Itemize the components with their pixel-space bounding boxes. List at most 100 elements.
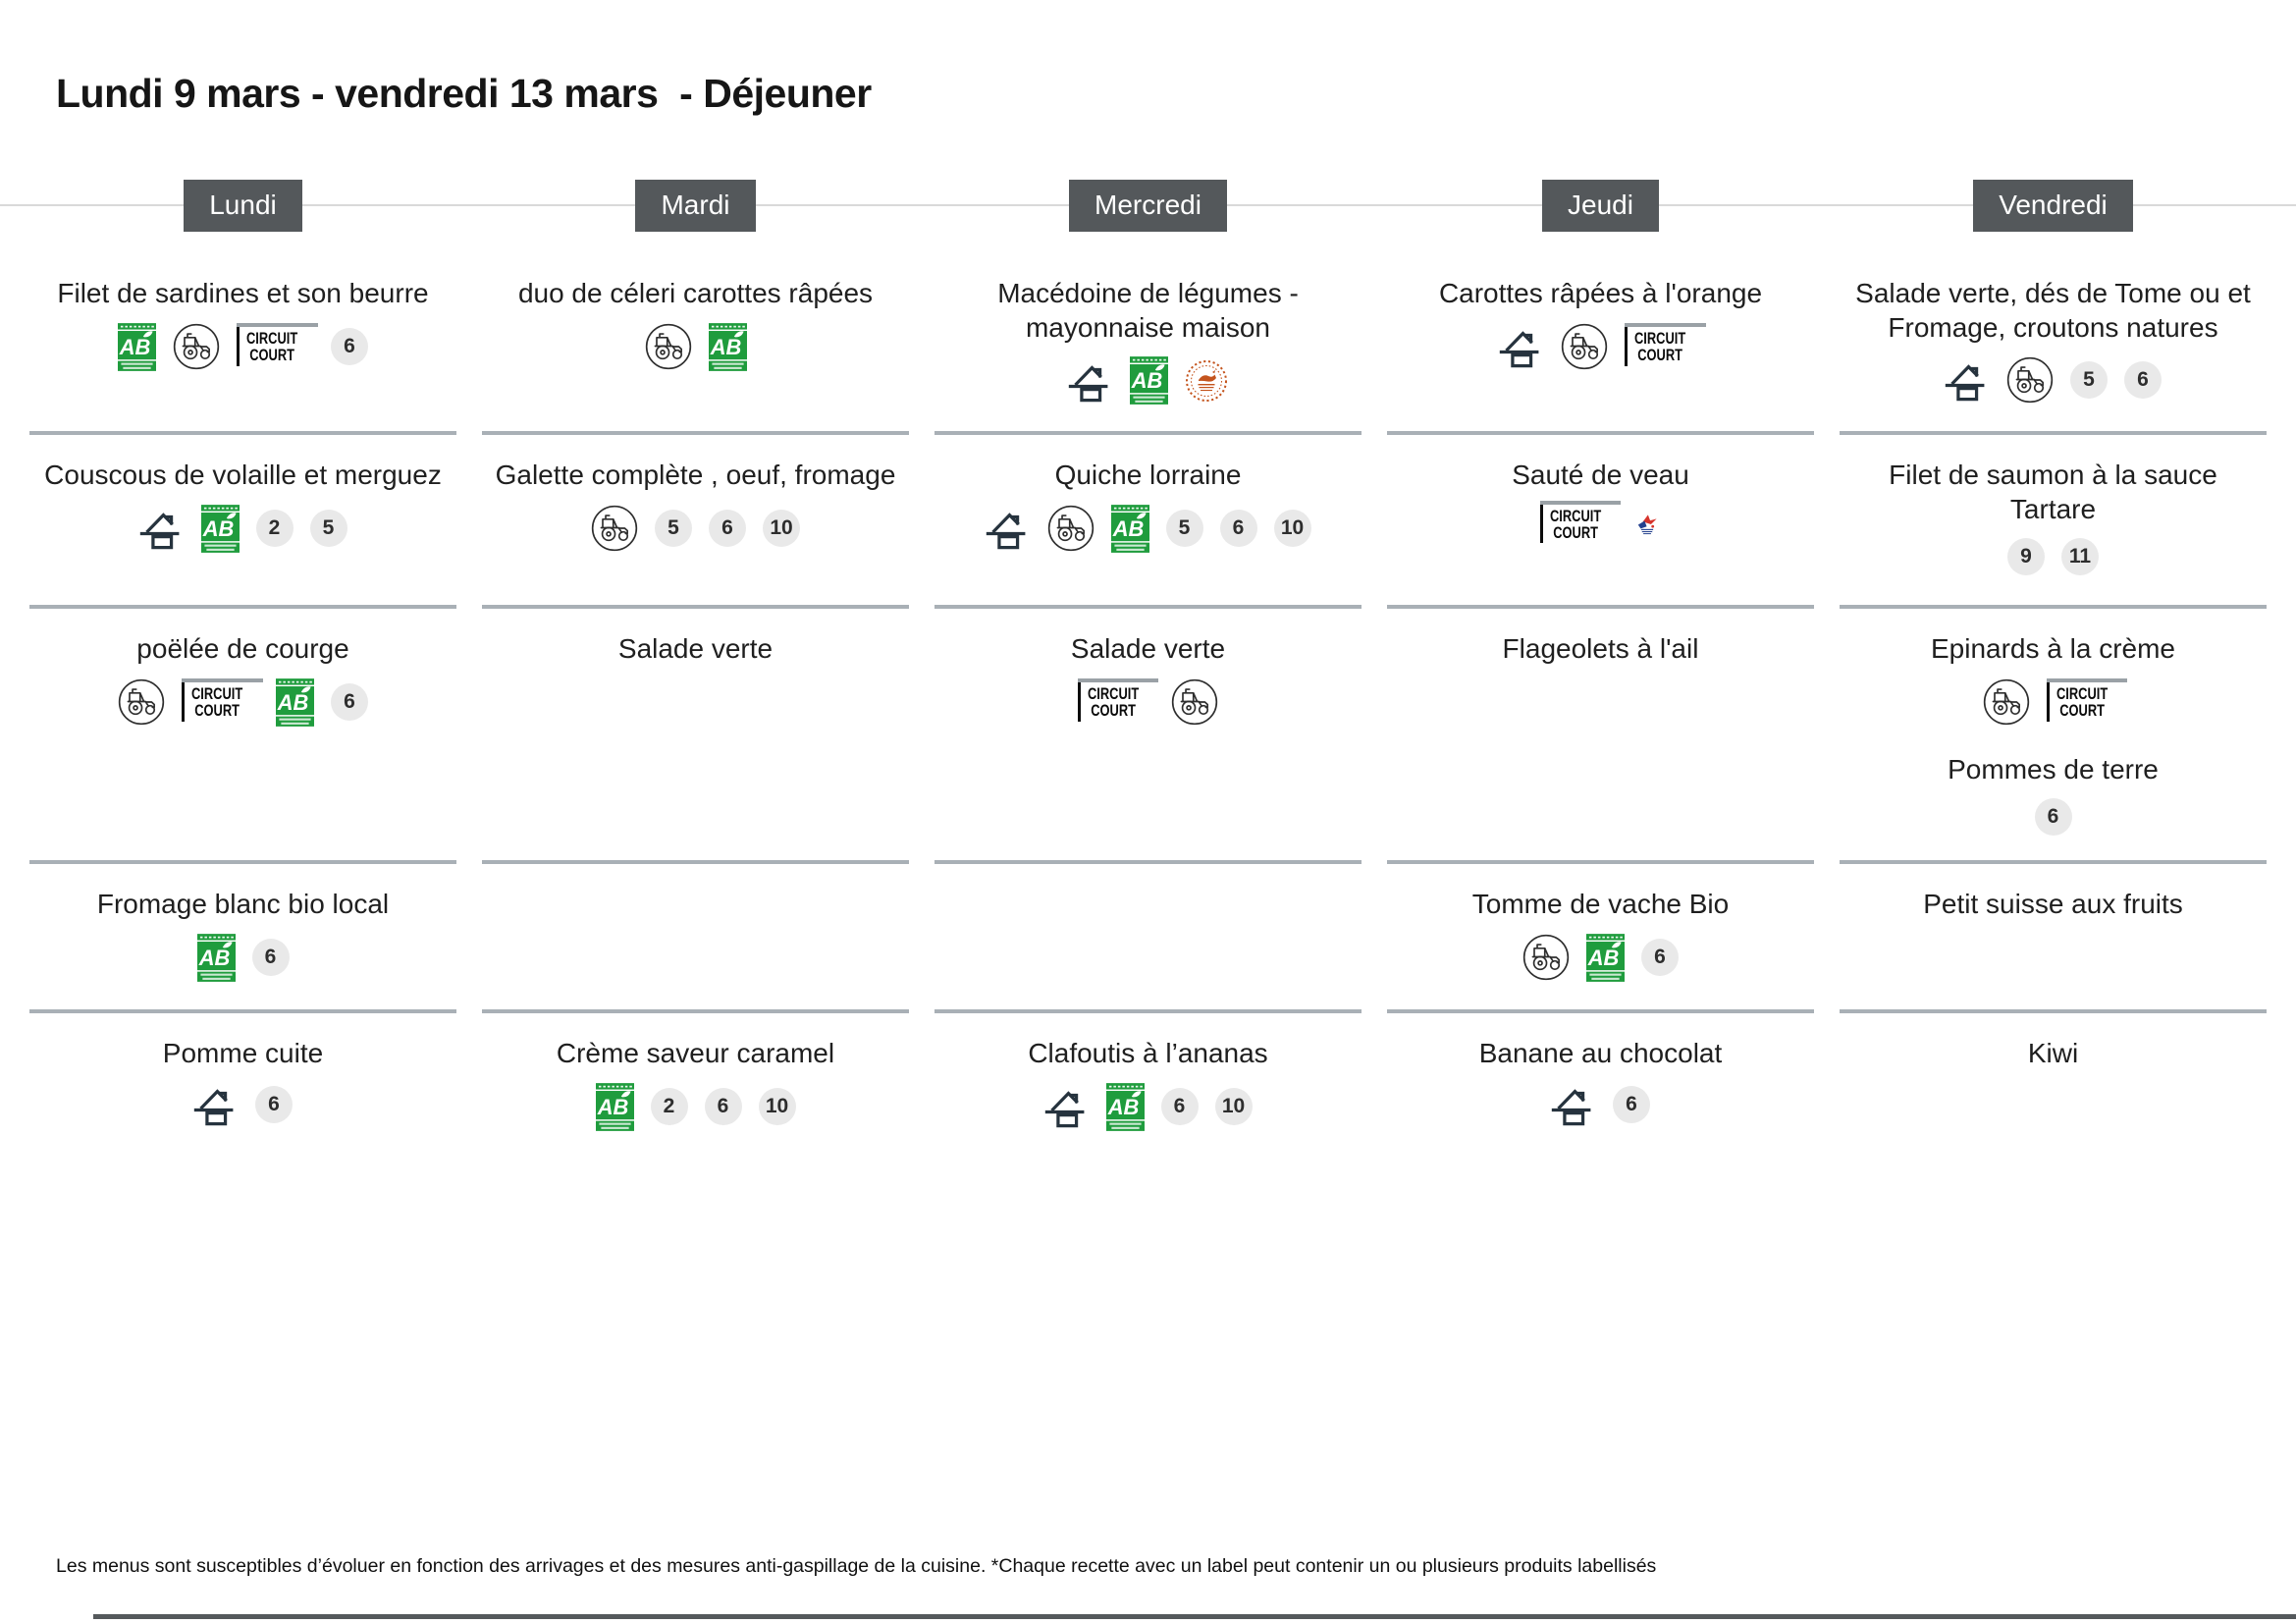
dish-name: poëlée de courge xyxy=(136,633,349,664)
dish-name: Couscous de volaille et merguez xyxy=(44,460,442,490)
label-icon-row: 6 xyxy=(1391,1083,1810,1126)
allergen-badge: 6 xyxy=(2034,798,2072,837)
allergen-badge: 2 xyxy=(255,510,294,548)
svg-text:AB: AB xyxy=(197,946,230,970)
fait-maison-icon xyxy=(139,507,185,550)
svg-text:AB: AB xyxy=(1587,946,1620,970)
dish-name: Clafoutis à l’ananas xyxy=(1028,1038,1268,1068)
allergen-badge: 5 xyxy=(309,510,347,548)
fait-maison-icon xyxy=(1551,1083,1596,1126)
allergen-badge: 6 xyxy=(1219,510,1257,548)
svg-text:AB: AB xyxy=(1131,368,1163,393)
agriculture-biologique-label-icon: AB xyxy=(708,322,747,371)
dish-name: Quiche lorraine xyxy=(1054,460,1242,490)
menu-item: Filet de sardines et son beurre AB CIRCU… xyxy=(33,277,453,371)
allergen-badge: 11 xyxy=(2061,538,2099,576)
menu-item: Kiwi xyxy=(1843,1037,2263,1071)
dish-name: Kiwi xyxy=(2027,1038,2079,1068)
circuit-court-icon: CIRCUIT COURT xyxy=(182,678,263,723)
label-icon-row: CIRCUIT COURT xyxy=(1391,500,1810,544)
agriculture-biologique-label-icon: AB xyxy=(595,1082,634,1131)
label-icon-row: CIRCUIT COURT xyxy=(1391,322,1810,370)
day-header-jeudi: Jeudi xyxy=(1542,179,1659,232)
allergen-badge: 10 xyxy=(758,1088,796,1126)
producteur-local-icon xyxy=(1983,678,2030,726)
menu-column-mardi: duo de céleri carottes râpées AB Galette… xyxy=(482,232,909,1180)
label-icon-row: AB xyxy=(938,356,1358,406)
agriculture-biologique-label-icon: AB xyxy=(118,322,157,371)
course-cell-mercredi-3: Salade verte CIRCUIT COURT xyxy=(934,609,1362,864)
dish-name: Galette complète , oeuf, fromage xyxy=(495,460,896,490)
svg-text:AB: AB xyxy=(119,335,151,359)
label-icon-row: 9 11 xyxy=(1843,538,2263,576)
menu-item: Epinards à la crème CIRCUIT COURT xyxy=(1843,632,2263,726)
allergen-badge: 6 xyxy=(709,509,746,547)
fait-maison-icon xyxy=(1068,359,1113,403)
course-cell-lundi-4: Fromage blanc bio local AB 6 xyxy=(29,864,456,1013)
days-row: Lundi Mardi Mercredi Jeudi Vendredi xyxy=(0,179,2296,232)
menu-item: Galette complète , oeuf, fromage 5 6 10 xyxy=(486,459,905,552)
menu-item: Banane au chocolat 6 xyxy=(1391,1037,1810,1126)
dish-name: Epinards à la crème xyxy=(1930,633,2175,664)
allergen-badge: 10 xyxy=(1273,510,1311,548)
label-icon-row: AB CIRCUIT COURT 6 xyxy=(33,322,453,371)
fait-maison-icon xyxy=(1945,358,1990,402)
course-cell-jeudi-4: Tomme de vache Bio AB 6 xyxy=(1387,864,1814,1013)
dish-name: Petit suisse aux fruits xyxy=(1923,889,2183,919)
day-header-lundi: Lundi xyxy=(184,179,302,232)
agriculture-biologique-label-icon: AB xyxy=(275,677,314,727)
fait-maison-icon xyxy=(1044,1085,1090,1128)
producteur-local-icon xyxy=(1522,934,1570,981)
allergen-badge: 6 xyxy=(704,1088,742,1126)
course-cell-jeudi-1: Carottes râpées à l'orange CIRCUIT COURT xyxy=(1387,232,1814,435)
producteur-local-icon xyxy=(173,323,220,370)
dish-name: Tomme de vache Bio xyxy=(1471,889,1730,919)
agriculture-biologique-label-icon: AB xyxy=(1586,933,1625,982)
label-icon-row: AB 5 6 10 xyxy=(938,504,1358,553)
circuit-court-icon: CIRCUIT COURT xyxy=(2046,677,2128,722)
dish-name: duo de céleri carottes râpées xyxy=(517,278,874,308)
dish-name: Macédoine de légumes - mayonnaise maison xyxy=(997,278,1299,343)
dish-name: Salade verte, dés de Tome ou et Fromage,… xyxy=(1855,278,2251,343)
allergen-badge: 10 xyxy=(763,509,800,547)
producteur-local-icon xyxy=(1047,505,1095,552)
menu-item: Filet de saumon à la sauce Tartare 9 11 xyxy=(1843,459,2263,576)
day-header-mercredi: Mercredi xyxy=(1069,179,1227,232)
allergen-badge: 5 xyxy=(655,509,692,547)
day-header-mardi: Mardi xyxy=(635,179,756,232)
agriculture-biologique-label-icon: AB xyxy=(196,933,236,982)
agriculture-biologique-label-icon: AB xyxy=(1110,504,1149,553)
fait-maison-icon xyxy=(193,1083,239,1126)
page-title: Lundi 9 mars - vendredi 13 mars - Déjeun… xyxy=(56,71,872,116)
allergen-badge: 2 xyxy=(650,1088,688,1126)
menu-item: Salade verte, dés de Tome ou et Fromage,… xyxy=(1843,277,2263,404)
menu-item: Salade verte CIRCUIT COURT xyxy=(938,632,1358,726)
course-cell-mardi-1: duo de céleri carottes râpées AB xyxy=(482,232,909,435)
allergen-badge: 5 xyxy=(1165,510,1203,548)
menu-item: Salade verte xyxy=(486,632,905,667)
dish-name: Pomme cuite xyxy=(162,1038,324,1068)
allergen-badge: 6 xyxy=(330,328,368,366)
course-cell-mardi-5: Crème saveur caramel AB 2 6 10 xyxy=(482,1013,909,1180)
label-icon-row: CIRCUIT COURT xyxy=(1843,677,2263,726)
svg-text:AB: AB xyxy=(1111,516,1144,541)
course-cell-mercredi-1: Macédoine de légumes - mayonnaise maison… xyxy=(934,232,1362,435)
footer-note: Les menus sont susceptibles d’évoluer en… xyxy=(56,1555,1657,1577)
course-cell-vendredi-5: Kiwi xyxy=(1840,1013,2267,1180)
menu-item: Macédoine de légumes - mayonnaise maison… xyxy=(938,277,1358,406)
allergen-badge: 6 xyxy=(330,683,368,722)
course-cell-mardi-4 xyxy=(482,864,909,1013)
svg-text:AB: AB xyxy=(277,690,309,715)
course-cell-vendredi-2: Filet de saumon à la sauce Tartare 9 11 xyxy=(1840,435,2267,609)
dish-name: Flageolets à l'ail xyxy=(1502,633,1699,664)
label-icon-row: 6 xyxy=(33,1083,453,1126)
label-icon-row: 6 xyxy=(1843,798,2263,837)
label-icon-row: CIRCUIT COURT AB 6 xyxy=(33,677,453,727)
circuit-court-icon: CIRCUIT COURT xyxy=(1077,677,1159,722)
allergen-badge: 9 xyxy=(2007,538,2045,576)
menu-item: Pommes de terre 6 xyxy=(1843,753,2263,837)
course-cell-mardi-3: Salade verte xyxy=(482,609,909,864)
course-cell-jeudi-3: Flageolets à l'ail xyxy=(1387,609,1814,864)
course-cell-vendredi-1: Salade verte, dés de Tome ou et Fromage,… xyxy=(1840,232,2267,435)
